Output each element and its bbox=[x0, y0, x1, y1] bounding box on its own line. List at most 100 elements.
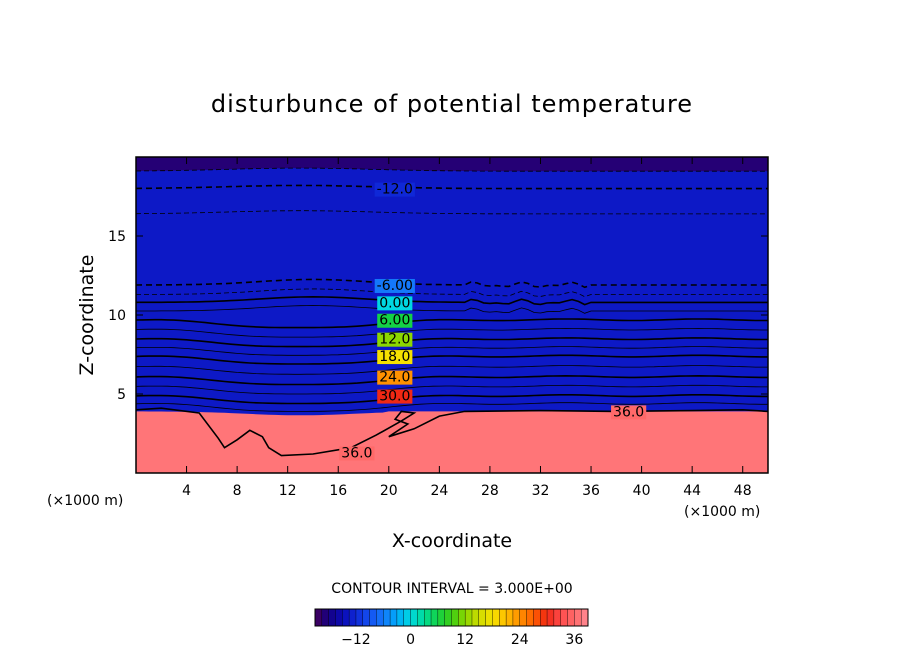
colorbar-tick-label: 0 bbox=[406, 632, 415, 648]
field-band-warm bbox=[136, 411, 768, 473]
contour-label-bg bbox=[377, 350, 413, 365]
contour-line bbox=[136, 288, 768, 298]
x-unit-label-left: (×1000 m) bbox=[47, 493, 123, 509]
colorbar-cell bbox=[383, 608, 391, 627]
x-tick-label: 4 bbox=[182, 483, 191, 499]
y-tick-label: 5 bbox=[117, 387, 126, 403]
colorbar-cell bbox=[342, 608, 350, 627]
colorbar-cell bbox=[485, 608, 493, 627]
contour-line bbox=[136, 318, 768, 329]
colorbar-cell bbox=[464, 608, 473, 627]
colorbar-cell bbox=[471, 608, 480, 627]
colorbar-cell bbox=[580, 608, 589, 627]
x-tick-label: 32 bbox=[532, 483, 550, 499]
contour-line bbox=[136, 354, 768, 365]
contour-label: 6.00 bbox=[379, 313, 410, 329]
x-axis-label: X-coordinate bbox=[392, 530, 512, 552]
contour-lines bbox=[136, 167, 768, 457]
colorbar-ticks: −12 0 12 24 36 bbox=[341, 632, 583, 648]
x-tick-label: 24 bbox=[430, 483, 448, 499]
colorbar-cell bbox=[540, 608, 548, 627]
colorbar-cell bbox=[526, 608, 534, 627]
colorbar-cell bbox=[444, 608, 452, 627]
colorbar-cell bbox=[348, 608, 357, 627]
colorbar-tick-label: 36 bbox=[565, 632, 583, 648]
y-tick-label: 10 bbox=[108, 308, 126, 324]
contour-line bbox=[136, 346, 768, 356]
colorbar-cell bbox=[430, 608, 439, 627]
contour-line bbox=[136, 394, 768, 405]
colorbar-cell bbox=[492, 608, 500, 627]
colorbar-cell bbox=[389, 608, 398, 627]
contour-label: 30.0 bbox=[379, 389, 410, 405]
colorbar-cell bbox=[396, 608, 405, 627]
contour-line bbox=[136, 184, 768, 190]
contour-label-bg bbox=[377, 332, 413, 347]
x-tick-label: 8 bbox=[233, 483, 242, 499]
contour-labels: -12.0 -6.000.00 6.00 12.018.0 24.0 30.0 36.0 36… bbox=[339, 182, 647, 461]
contour-label-bg bbox=[339, 446, 375, 461]
contour-line bbox=[136, 402, 768, 412]
contour-label-bg bbox=[377, 389, 413, 404]
x-tick-label: 36 bbox=[582, 483, 600, 499]
contour-label: 0.00 bbox=[379, 295, 410, 311]
colorbar-cell bbox=[499, 608, 507, 627]
contour-label: 24.0 bbox=[379, 370, 410, 386]
y-axis-ticks: 5 10 15 bbox=[108, 229, 768, 403]
contour-label-bg bbox=[374, 278, 415, 293]
x-tick-label: 40 bbox=[633, 483, 651, 499]
colorbar-cell bbox=[560, 608, 569, 627]
colorbar-cell bbox=[410, 608, 418, 627]
contour-line bbox=[136, 384, 768, 395]
y-tick-label: 15 bbox=[108, 229, 126, 245]
contour-line bbox=[136, 374, 768, 386]
colorbar-cell bbox=[553, 608, 562, 627]
colorbar-cell bbox=[437, 608, 446, 627]
contour-line bbox=[136, 210, 768, 215]
contour-label: 18.0 bbox=[379, 349, 410, 365]
x-tick-label: 16 bbox=[329, 483, 347, 499]
colorbar-cell bbox=[362, 608, 371, 627]
contour-label-bg bbox=[377, 296, 413, 311]
contour-interval-text: CONTOUR INTERVAL = 3.000E+00 bbox=[331, 581, 572, 597]
colorbar-tick-label: 24 bbox=[511, 632, 529, 648]
x-unit-label-right: (×1000 m) bbox=[684, 504, 760, 520]
contour-label-bg bbox=[374, 182, 415, 197]
colorbar-cell bbox=[328, 608, 336, 627]
contour-label-bg bbox=[377, 313, 413, 328]
colorbar-cell bbox=[417, 608, 425, 627]
colorbar-cell bbox=[403, 608, 412, 627]
colorbar-cell bbox=[424, 608, 432, 627]
contour-label: 36.0 bbox=[613, 404, 644, 420]
chart-title: disturbunce of potential temperature bbox=[211, 90, 693, 118]
contour-line bbox=[136, 365, 768, 375]
x-tick-label: 44 bbox=[683, 483, 701, 499]
temperature-field bbox=[136, 157, 768, 473]
x-tick-label: 28 bbox=[481, 483, 499, 499]
contour-label: 12.0 bbox=[379, 332, 410, 348]
y-axis-label: Z-coordinate bbox=[76, 255, 98, 376]
colorbar-cell bbox=[567, 608, 575, 627]
colorbar-tick-label: 12 bbox=[456, 632, 474, 648]
colorbar-frame bbox=[314, 608, 589, 627]
colorbar-cell bbox=[451, 608, 459, 627]
contour-line-36 bbox=[136, 407, 768, 457]
colorbar-cell bbox=[314, 608, 323, 627]
contour-label-bg bbox=[377, 370, 413, 385]
contour-label: -6.00 bbox=[377, 278, 413, 294]
colorbar-cell bbox=[519, 608, 528, 627]
contour-label: -12.0 bbox=[377, 182, 413, 198]
x-axis-ticks: 4 8 12 16 20 24 28 32 36 40 44 48 bbox=[182, 157, 752, 499]
contour-line bbox=[136, 278, 768, 289]
colorbar-cell bbox=[478, 608, 487, 627]
x-tick-label: 20 bbox=[380, 483, 398, 499]
colorbar-cell bbox=[512, 608, 521, 627]
colorbar-cell bbox=[321, 608, 330, 627]
contour-line bbox=[136, 295, 768, 306]
colorbar-cell bbox=[335, 608, 343, 627]
contour-label: 36.0 bbox=[341, 445, 372, 461]
colorbar-cell bbox=[355, 608, 364, 627]
colorbar-cell bbox=[574, 608, 582, 627]
colorbar-cell bbox=[505, 608, 514, 627]
